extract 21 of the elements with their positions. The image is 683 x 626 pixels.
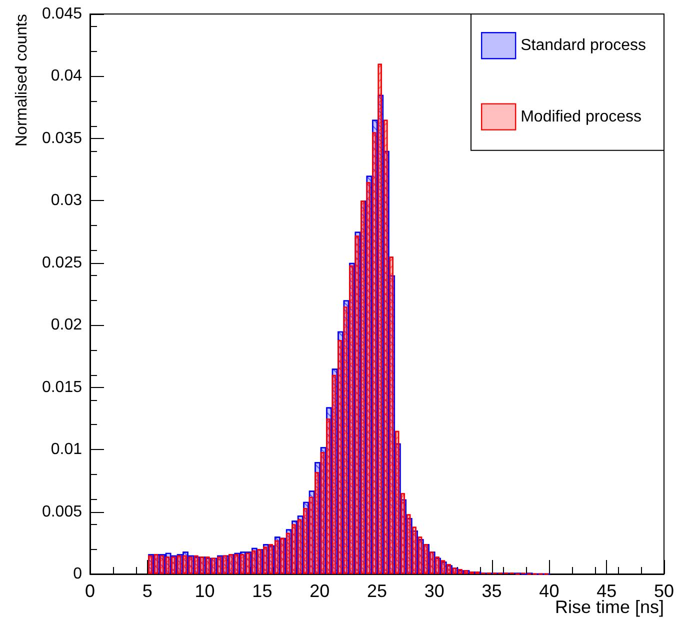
x-tick-label: 15 — [252, 581, 272, 601]
y-tick-label: 0.04 — [50, 68, 82, 85]
y-tick-label: 0.01 — [50, 441, 82, 458]
y-tick-label: 0.025 — [42, 254, 82, 272]
x-tick-label: 30 — [424, 581, 444, 601]
y-tick-label: 0.045 — [42, 6, 82, 22]
x-tick-label: 5 — [142, 581, 152, 601]
x-tick-label: 25 — [366, 581, 388, 601]
x-tick-label: 35 — [482, 581, 502, 601]
y-tick-label: 0.015 — [42, 378, 82, 396]
y-axis-title: Normalised counts — [14, 14, 30, 146]
x-tick-label: 0 — [84, 581, 96, 601]
legend-label: Standard process — [520, 37, 646, 54]
y-tick-label: 0.035 — [42, 130, 82, 147]
y-tick-label: 0.02 — [50, 316, 82, 334]
y-tick-label: 0.03 — [50, 192, 82, 210]
y-tick-label: 0 — [73, 566, 82, 582]
legend-label: Modified process — [520, 108, 642, 126]
x-tick-label: 20 — [310, 581, 330, 601]
x-tick-label: 10 — [194, 581, 215, 601]
y-tick-label: 0.005 — [42, 503, 82, 520]
